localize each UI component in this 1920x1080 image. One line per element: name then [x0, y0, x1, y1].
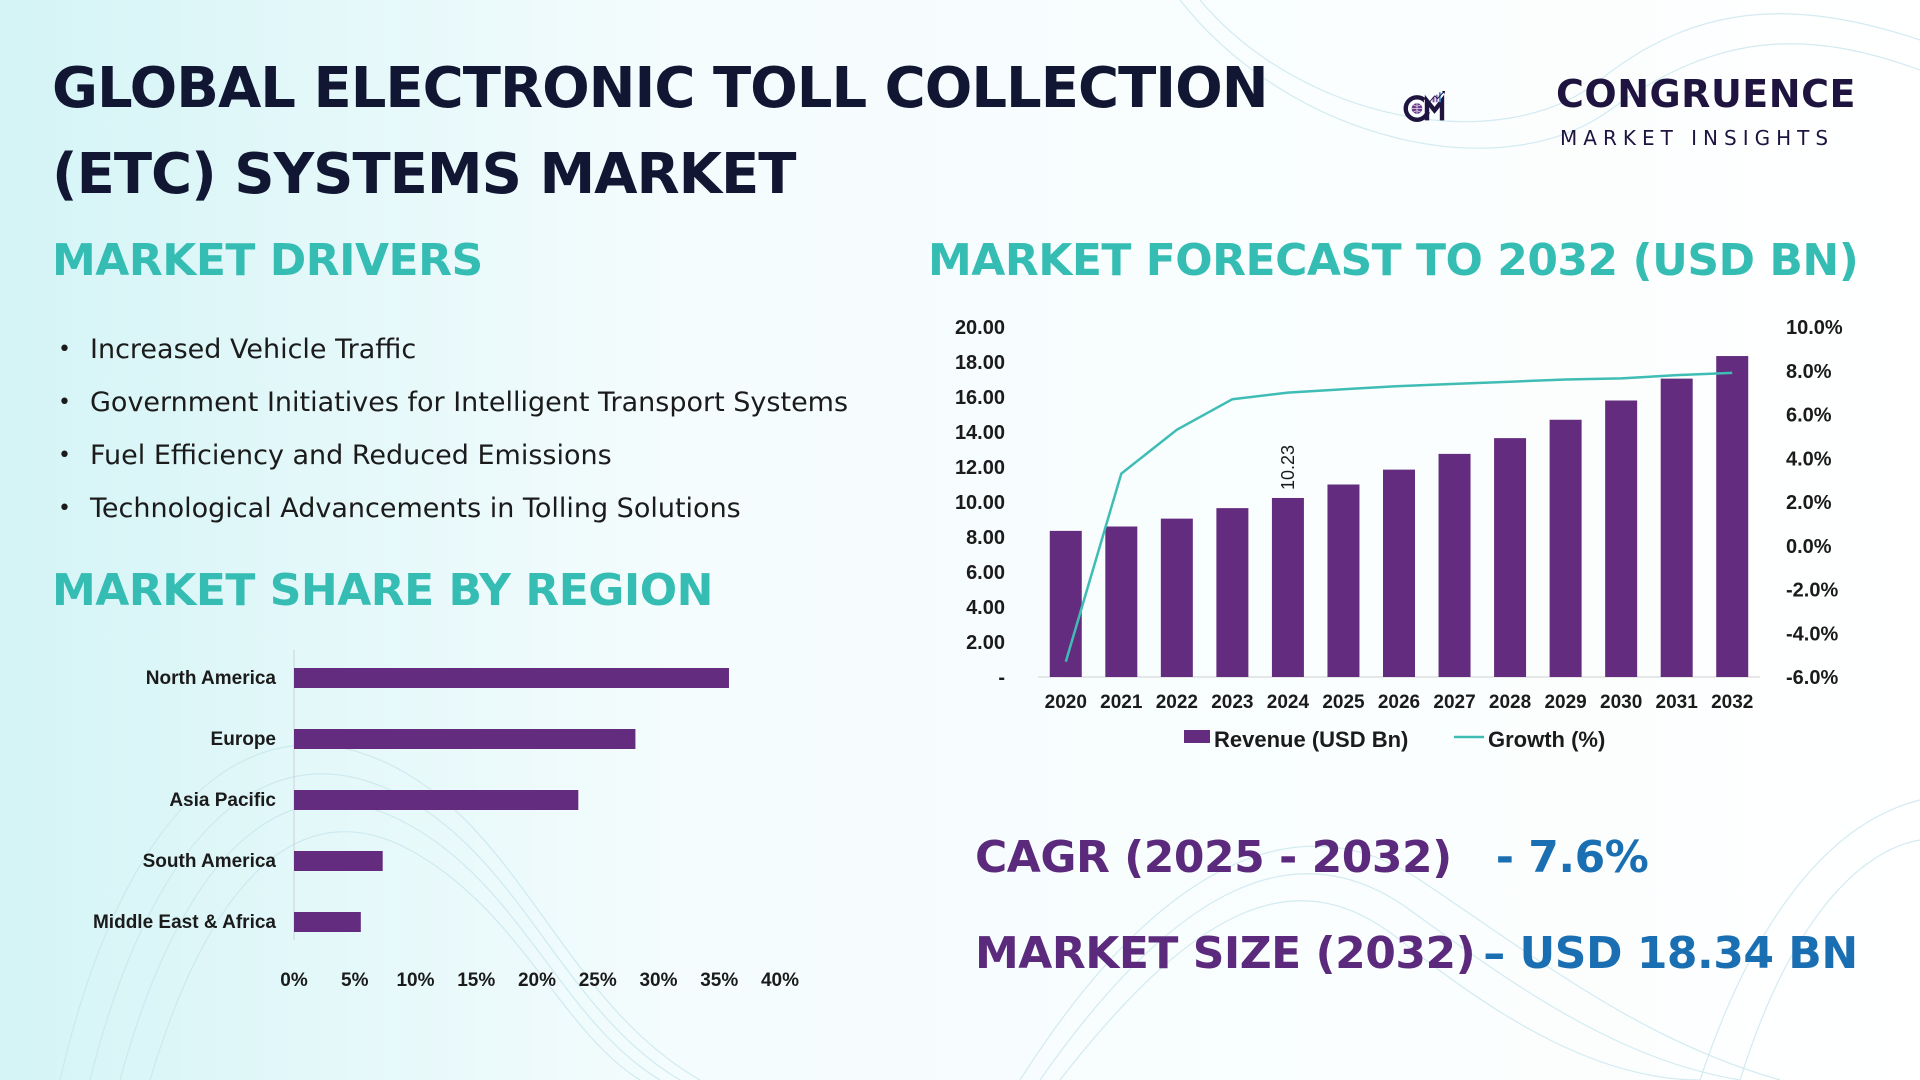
- legend-growth-label: Growth (%): [1488, 727, 1605, 752]
- region-x-tick: 15%: [457, 970, 495, 991]
- forecast-left-tick: -: [998, 667, 1005, 689]
- region-bar: [294, 668, 729, 688]
- page-title-line-1: GLOBAL ELECTRONIC TOLL COLLECTION: [52, 56, 1269, 121]
- forecast-revenue-bar: [1049, 530, 1082, 677]
- forecast-x-tick: 2032: [1711, 692, 1753, 713]
- forecast-x-tick: 2024: [1267, 692, 1310, 713]
- market-size-stat: MARKET SIZE (2032) – USD 18.34 BN: [975, 928, 1858, 979]
- market-size-value: – USD 18.34 BN: [1483, 928, 1858, 979]
- driver-item: Fuel Efficiency and Reduced Emissions: [52, 436, 848, 489]
- driver-item: Technological Advancements in Tolling So…: [52, 489, 848, 542]
- region-label: North America: [146, 668, 277, 689]
- forecast-revenue-bar: [1383, 469, 1415, 677]
- region-x-tick: 25%: [579, 970, 617, 991]
- forecast-x-tick: 2030: [1600, 692, 1642, 713]
- forecast-revenue-bar: [1716, 356, 1749, 677]
- page-title: GLOBAL ELECTRONIC TOLL COLLECTION (ETC) …: [52, 46, 1302, 218]
- forecast-growth-line: [1064, 371, 1733, 663]
- forecast-revenue-bar: [1327, 484, 1360, 677]
- forecast-x-tick: 2020: [1045, 692, 1087, 713]
- forecast-left-tick: 2.00: [966, 632, 1005, 654]
- forecast-x-tick: 2029: [1544, 692, 1586, 713]
- region-x-tick: 10%: [396, 970, 434, 991]
- forecast-left-tick: 4.00: [966, 597, 1005, 619]
- page-title-line-2: (ETC) SYSTEMS MARKET: [52, 142, 797, 207]
- forecast-right-tick: -2.0%: [1786, 580, 1838, 602]
- region-bar: [294, 729, 636, 749]
- forecast-x-tick: 2022: [1156, 692, 1198, 713]
- market-size-label: MARKET SIZE (2032): [975, 928, 1476, 979]
- region-heading: MARKET SHARE BY REGION: [52, 565, 714, 616]
- region-x-tick: 30%: [639, 970, 677, 991]
- forecast-heading: MARKET FORECAST TO 2032 (USD BN): [928, 235, 1859, 286]
- forecast-revenue-bar: [1549, 419, 1582, 677]
- forecast-left-tick: 16.00: [955, 387, 1005, 409]
- region-label: Middle East & Africa: [93, 912, 276, 933]
- forecast-left-tick: 18.00: [955, 352, 1005, 374]
- region-x-tick: 20%: [518, 970, 556, 991]
- region-bar: [294, 790, 579, 810]
- cagr-value: - 7.6%: [1495, 832, 1649, 883]
- forecast-data-label: 10.23: [1278, 445, 1298, 490]
- forecast-left-tick: 6.00: [966, 562, 1005, 584]
- forecast-right-tick: 8.0%: [1786, 361, 1832, 383]
- forecast-left-tick: 8.00: [966, 527, 1005, 549]
- region-x-tick: 35%: [700, 970, 738, 991]
- forecast-right-tick: -4.0%: [1786, 623, 1838, 645]
- forecast-revenue-bar: [1160, 518, 1193, 677]
- forecast-x-tick: 2027: [1433, 692, 1475, 713]
- forecast-revenue-bar: [1271, 497, 1304, 677]
- forecast-left-tick: 14.00: [955, 422, 1005, 444]
- region-label: Europe: [211, 729, 276, 750]
- forecast-right-tick: -6.0%: [1786, 667, 1838, 689]
- forecast-x-tick: 2031: [1656, 692, 1699, 713]
- logo-tagline: MARKET INSIGHTS: [1560, 126, 1835, 150]
- forecast-x-tick: 2025: [1322, 692, 1365, 713]
- forecast-left-tick: 10.00: [955, 492, 1005, 514]
- legend-revenue-label: Revenue (USD Bn): [1214, 727, 1408, 752]
- forecast-revenue-bar: [1494, 438, 1527, 677]
- driver-item: Increased Vehicle Traffic: [52, 330, 848, 383]
- region-x-tick: 5%: [341, 970, 369, 991]
- region-bar: [294, 912, 361, 932]
- forecast-revenue-bar: [1438, 453, 1471, 677]
- forecast-left-tick: 12.00: [955, 457, 1005, 479]
- region-label: South America: [143, 851, 277, 872]
- congruence-logo: [1403, 91, 1446, 122]
- region-x-tick: 40%: [761, 970, 799, 991]
- forecast-x-tick: 2021: [1100, 692, 1143, 713]
- region-label: Asia Pacific: [169, 790, 276, 811]
- region-x-tick: 0%: [280, 970, 308, 991]
- drivers-heading: MARKET DRIVERS: [52, 235, 483, 286]
- legend-revenue-swatch: [1184, 730, 1210, 743]
- forecast-right-tick: 4.0%: [1786, 448, 1832, 470]
- forecast-left-tick: 20.00: [955, 317, 1005, 339]
- forecast-revenue-bar: [1105, 526, 1138, 677]
- region-bar: [294, 851, 383, 871]
- drivers-list: Increased Vehicle Traffic Government Ini…: [52, 330, 848, 542]
- forecast-right-tick: 10.0%: [1786, 317, 1843, 339]
- forecast-revenue-bar: [1216, 508, 1249, 677]
- region-share-chart: North America Europe Asia Pacific South Ame…: [93, 650, 799, 991]
- forecast-chart: - 2.00 4.00 6.00 8.00 10.00 12.00 14.00 16.00 18.…: [955, 317, 1843, 752]
- forecast-revenue-bar: [1660, 378, 1693, 677]
- cagr-label: CAGR (2025 - 2032): [975, 832, 1452, 883]
- driver-item: Government Initiatives for Intelligent T…: [52, 383, 848, 436]
- forecast-x-tick: 2023: [1211, 692, 1253, 713]
- logo-name: CONGRUENCE: [1556, 72, 1856, 116]
- forecast-right-tick: 6.0%: [1786, 405, 1832, 427]
- forecast-x-tick: 2026: [1378, 692, 1420, 713]
- forecast-x-tick: 2028: [1489, 692, 1531, 713]
- forecast-right-tick: 2.0%: [1786, 492, 1832, 514]
- cagr-stat: CAGR (2025 - 2032) - 7.6%: [975, 832, 1649, 883]
- forecast-right-tick: 0.0%: [1786, 536, 1832, 558]
- forecast-revenue-bar: [1605, 400, 1638, 677]
